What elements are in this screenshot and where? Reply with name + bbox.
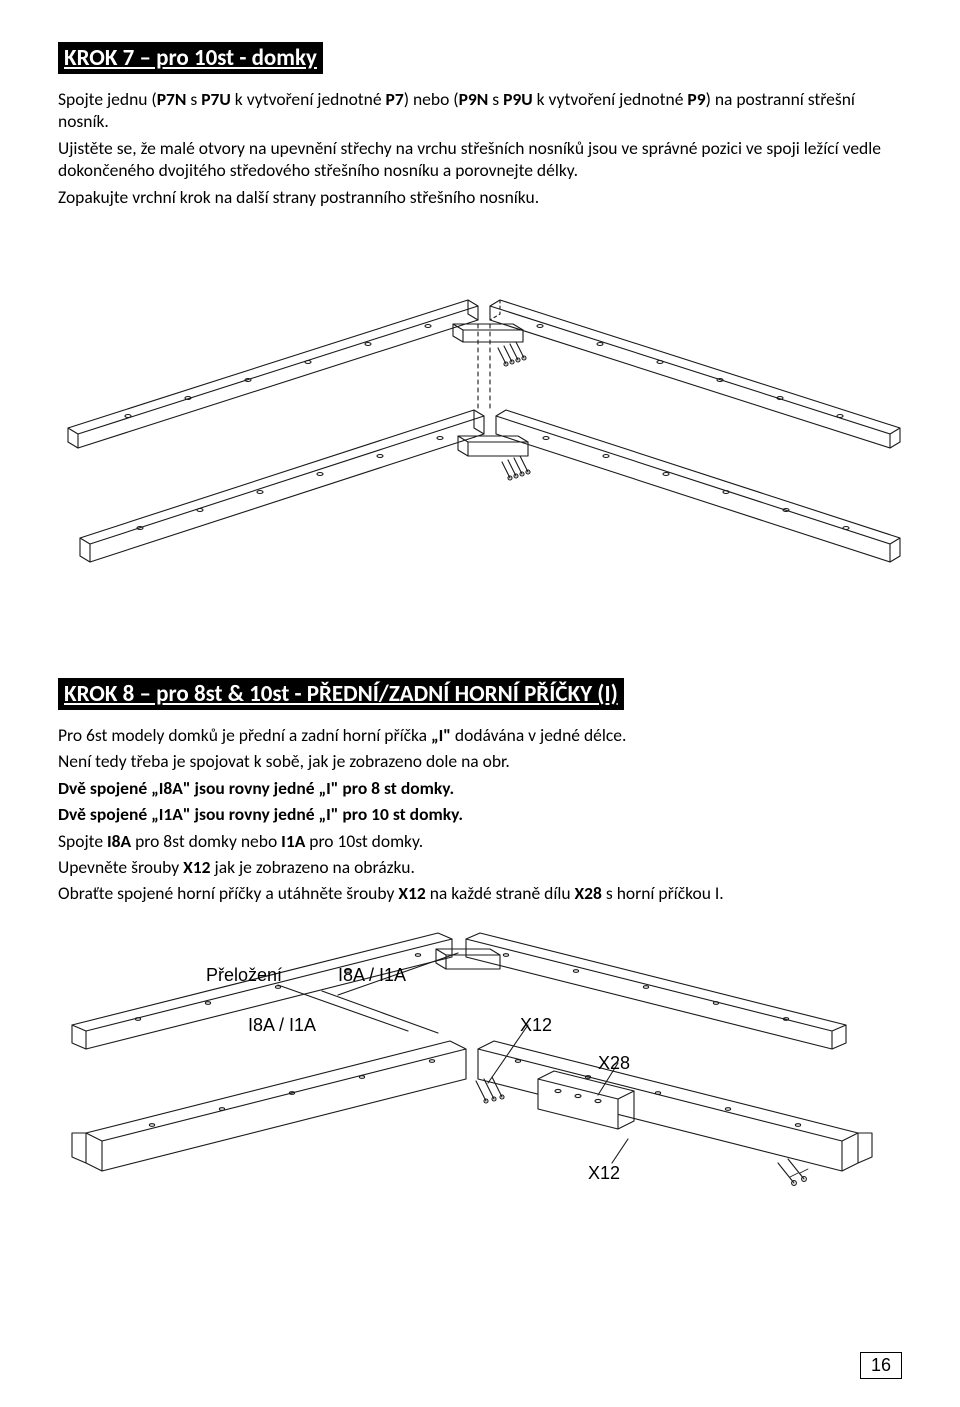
label-i8a-i1a-top: I8A / I1A bbox=[338, 965, 406, 986]
t: X12 bbox=[183, 856, 210, 878]
t: P9 bbox=[687, 88, 705, 110]
label-prelozeni: Přeložení bbox=[206, 965, 282, 986]
t: na každé straně dílu bbox=[426, 882, 575, 904]
t: ) nebo ( bbox=[404, 88, 459, 110]
label-x28: X28 bbox=[598, 1053, 630, 1074]
step-8-para7: Obraťte spojené horní příčky a utáhněte … bbox=[58, 882, 902, 904]
t: P7 bbox=[386, 88, 404, 110]
rail-splice-svg bbox=[58, 228, 902, 648]
t: P9U bbox=[503, 88, 533, 110]
t: „I" bbox=[431, 724, 451, 746]
t: s bbox=[186, 88, 201, 110]
t: I1A bbox=[281, 830, 305, 852]
step-7-section: KROK 7 – pro 10st - domky Spojte jednu (… bbox=[58, 42, 902, 648]
t: P9N bbox=[459, 88, 489, 110]
step-8-para2: Není tedy třeba je spojovat k sobě, jak … bbox=[58, 750, 902, 772]
page-number: 16 bbox=[860, 1352, 902, 1379]
t: X12 bbox=[398, 882, 425, 904]
step-8-para1: Pro 6st modely domků je přední a zadní h… bbox=[58, 724, 902, 746]
step-8-heading: KROK 8 – pro 8st & 10st - PŘEDNÍ/ZADNÍ H… bbox=[58, 678, 624, 710]
t: Dvě spojené „I1A" jsou rovny jedné „I" p… bbox=[58, 803, 463, 825]
label-x12-top: X12 bbox=[520, 1015, 552, 1036]
t: jak je zobrazeno na obrázku. bbox=[211, 856, 415, 878]
diagram-crossbar: Přeložení I8A / I1A I8A / I1A X12 X28 X1… bbox=[58, 923, 902, 1243]
label-i8a-i1a-bottom: I8A / I1A bbox=[248, 1015, 316, 1036]
t: P7N bbox=[157, 88, 187, 110]
t: X28 bbox=[575, 882, 602, 904]
step-8-para3: Dvě spojené „I8A" jsou rovny jedné „I" p… bbox=[58, 777, 902, 799]
t: Upevněte šrouby bbox=[58, 856, 183, 878]
step-8-para5: Spojte I8A pro 8st domky nebo I1A pro 10… bbox=[58, 830, 902, 852]
t: Spojte jednu ( bbox=[58, 88, 157, 110]
t: Dvě spojené „I8A" jsou rovny jedné „I" p… bbox=[58, 777, 454, 799]
t: pro 8st domky nebo bbox=[131, 830, 281, 852]
t: s bbox=[488, 88, 503, 110]
t: dodávána v jedné délce. bbox=[451, 724, 626, 746]
t: I8A bbox=[107, 830, 131, 852]
t: k vytvoření jednotné bbox=[231, 88, 386, 110]
crossbar-svg bbox=[58, 923, 902, 1243]
step-7-heading: KROK 7 – pro 10st - domky bbox=[58, 42, 323, 74]
t: s horní příčkou I. bbox=[602, 882, 724, 904]
step-8-para6: Upevněte šrouby X12 jak je zobrazeno na … bbox=[58, 856, 902, 878]
step-8-section: KROK 8 – pro 8st & 10st - PŘEDNÍ/ZADNÍ H… bbox=[58, 678, 902, 1243]
t: Pro 6st modely domků je přední a zadní h… bbox=[58, 724, 431, 746]
step-7-para3: Zopakujte vrchní krok na další strany po… bbox=[58, 186, 902, 208]
t: pro 10st domky. bbox=[305, 830, 423, 852]
step-7-para1: Spojte jednu (P7N s P7U k vytvoření jedn… bbox=[58, 88, 902, 133]
diagram-rail-splice bbox=[58, 228, 902, 648]
t: Obraťte spojené horní příčky a utáhněte … bbox=[58, 882, 398, 904]
t: Spojte bbox=[58, 830, 107, 852]
label-x12-bottom: X12 bbox=[588, 1163, 620, 1184]
step-7-para2: Ujistěte se, že malé otvory na upevnění … bbox=[58, 137, 902, 182]
t: P7U bbox=[201, 88, 231, 110]
t: k vytvoření jednotné bbox=[533, 88, 688, 110]
step-8-para4: Dvě spojené „I1A" jsou rovny jedné „I" p… bbox=[58, 803, 902, 825]
